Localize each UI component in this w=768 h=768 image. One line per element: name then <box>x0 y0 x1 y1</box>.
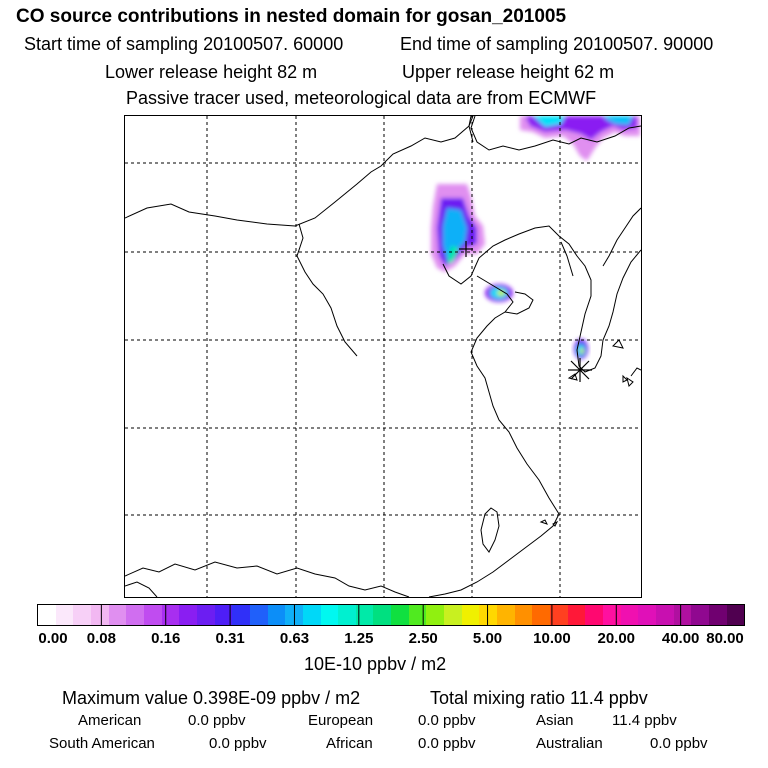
colorbar-swatch <box>426 605 445 625</box>
colorbar-swatch <box>444 605 462 625</box>
colorbar-swatch <box>355 605 374 625</box>
start-time: Start time of sampling 20100507. 60000 <box>24 34 344 54</box>
colorbar-swatch <box>726 605 745 625</box>
plume-bohai <box>485 284 513 302</box>
asian-value: 11.4 ppbv <box>612 712 677 729</box>
colorbar-swatch <box>179 605 197 625</box>
colorbar-swatch <box>55 605 74 625</box>
upper-release-height: Upper release height 62 m <box>402 62 615 82</box>
tracer-note: Passive tracer used, meteorological data… <box>126 88 597 108</box>
colorbar-swatch <box>232 605 250 625</box>
colorbar-tick-label: 0.31 <box>215 630 245 647</box>
african-value: 0.0 ppbv <box>418 735 476 752</box>
colorbar-swatch <box>267 605 286 625</box>
total-mixing-ratio: Total mixing ratio 11.4 ppbv <box>430 688 648 708</box>
colorbar-tick-label: 10.00 <box>533 630 571 647</box>
colorbar-swatch <box>479 605 498 625</box>
plume-korea <box>574 339 588 359</box>
american-value: 0.0 ppbv <box>188 712 246 729</box>
colorbar-swatch <box>38 605 56 625</box>
colorbar-swatch <box>373 605 392 625</box>
colorbar-separators <box>100 604 682 626</box>
colorbar-swatch <box>90 605 109 625</box>
colorbar-swatch <box>126 605 144 625</box>
colorbar-swatch <box>550 605 568 625</box>
colorbar-tick-label: 1.25 <box>344 630 374 647</box>
african-label: African <box>326 735 373 752</box>
colorbar-swatch <box>708 605 727 625</box>
plot-title: CO source contributions in nested domain… <box>16 6 567 27</box>
colorbar-tick-label: 0.00 <box>38 630 68 647</box>
colorbar-swatch <box>408 605 427 625</box>
taiwan <box>480 507 500 553</box>
colorbar-swatch <box>320 605 339 625</box>
graticule <box>125 116 641 597</box>
colorbar-swatch <box>620 605 639 625</box>
colorbar-swatch <box>214 605 233 625</box>
colorbar-swatch <box>673 605 692 625</box>
japan-islands <box>539 367 642 527</box>
australian-label: Australian <box>536 735 603 752</box>
colorbar-tick-label: 2.50 <box>408 630 438 647</box>
colorbar-swatch <box>391 605 409 625</box>
colorbar-tick-label: 0.16 <box>151 630 181 647</box>
colorbar-swatch <box>143 605 162 625</box>
map-canvas <box>124 115 642 598</box>
colorbar-swatch <box>249 605 268 625</box>
max-value: Maximum value 0.398E-09 ppbv / m2 <box>62 688 361 708</box>
colorbar-swatch <box>532 605 551 625</box>
colorbar-swatch <box>567 605 586 625</box>
colorbar-unit: 10E-10 ppbv / m2 <box>304 654 447 674</box>
colorbar-swatch <box>196 605 215 625</box>
colorbar-swatch <box>585 605 603 625</box>
end-time: End time of sampling 20100507. 90000 <box>400 34 714 54</box>
colorbar-swatch <box>302 605 321 625</box>
asian-label: Asian <box>536 712 574 729</box>
colorbar-swatch <box>514 605 533 625</box>
colorbar-tick-label: 80.00 <box>706 630 744 647</box>
colorbar-swatch <box>461 605 480 625</box>
plume-central <box>431 184 485 272</box>
lower-release-height: Lower release height 82 m <box>105 62 318 82</box>
colorbar-tick-label: 20.00 <box>597 630 636 647</box>
american-label: American <box>78 712 142 729</box>
south-american-label: South American <box>49 735 155 752</box>
korea-islands <box>567 339 624 381</box>
australian-value: 0.0 ppbv <box>650 735 708 752</box>
colorbar-tick-label: 5.00 <box>472 630 503 647</box>
colorbar-tick-label: 0.08 <box>86 630 116 647</box>
colorbar-tick-label: 0.63 <box>279 630 310 647</box>
colorbar-tick-label: 40.00 <box>661 630 700 647</box>
map-panel <box>124 115 642 598</box>
colorbar-swatch <box>655 605 674 625</box>
european-value: 0.0 ppbv <box>418 712 476 729</box>
colorbar-swatch <box>338 605 356 625</box>
colorbar-swatch <box>108 605 127 625</box>
source-cross-icon <box>459 241 473 257</box>
colorbar-swatch <box>497 605 515 625</box>
european-label: European <box>308 712 374 729</box>
colorbar-swatch <box>638 605 656 625</box>
colorbar-swatch <box>73 605 91 625</box>
receptor-marker-icon <box>568 358 592 382</box>
south-american-value: 0.0 ppbv <box>209 735 267 752</box>
coastlines <box>124 115 642 598</box>
colorbar <box>37 604 745 626</box>
colorbar-swatch <box>691 605 709 625</box>
